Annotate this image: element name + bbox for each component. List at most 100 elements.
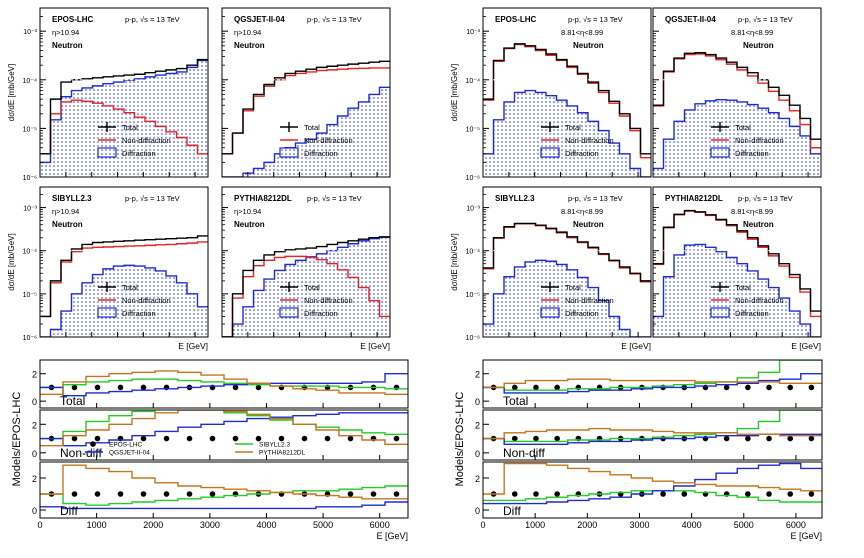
diffraction-fill xyxy=(222,87,390,177)
legend-diff-swatch xyxy=(279,147,299,158)
epos-ratio-point xyxy=(163,435,170,442)
panel-plot-area xyxy=(222,236,390,337)
spectrum-panel-1-2: 10⁻⁶ 10⁻⁵ 10⁻⁴ 10⁻³ SIBYLL2.3 p-p, √s = 13 Te… xyxy=(466,186,652,351)
eta-label: 8.81<η<8.99 xyxy=(561,207,603,216)
collision-label: p-p, √s = 13 TeV xyxy=(738,194,793,203)
model-label: EPOS-LHC xyxy=(52,15,94,24)
diffraction-line xyxy=(653,98,821,170)
nondiffraction-line xyxy=(40,99,208,155)
legend-total-label: Total xyxy=(735,283,751,292)
sibyll-ratio-line xyxy=(483,410,822,443)
epos-ratio-point xyxy=(255,435,262,442)
panel-frame xyxy=(482,186,652,338)
qgsjet-ratio-line xyxy=(483,373,822,394)
epos-ratio-point xyxy=(766,384,772,391)
ratio-x-tick-label: 1000 xyxy=(525,520,545,530)
epos-ratio-point xyxy=(255,384,262,391)
y-tick-label: 10⁻⁶ xyxy=(466,335,480,342)
ratio-y-tick-label: 0 xyxy=(32,397,37,407)
legend-model-label: EPOS-LHC xyxy=(109,442,143,449)
diffraction-line xyxy=(483,89,651,177)
legend-diff-swatch xyxy=(97,147,117,158)
ratio-x-tick-label: 0 xyxy=(480,520,485,530)
spectrum-panel-0-1: QGSJET-II-04 p-p, √s = 13 TeV η>10.94 Neutr… xyxy=(221,7,391,178)
epos-ratio-point xyxy=(533,435,539,442)
y-tick-label: 10⁻³ xyxy=(466,206,480,213)
epos-ratio-point xyxy=(787,491,794,497)
epos-ratio-point xyxy=(94,384,101,391)
panel-plot-area xyxy=(40,58,208,177)
pythia-ratio-line xyxy=(483,462,822,495)
ratio-y-tick-label: 2 xyxy=(32,420,37,430)
ratio-x-tick-label: 5000 xyxy=(313,520,333,530)
sibyll-ratio-line xyxy=(40,485,408,506)
particle-label: Neutron xyxy=(52,41,83,50)
y-tick-label: 10⁻⁵ xyxy=(23,126,37,133)
ratio-y-tick-label: 2 xyxy=(475,474,480,484)
x-axis-title: E [GeV] xyxy=(621,341,651,351)
ratio-y-tick-label: 0 xyxy=(32,506,37,516)
ratio-title: Non-diff xyxy=(60,446,102,460)
ratio-title: Total xyxy=(60,394,85,408)
ratio-plot-area xyxy=(40,464,408,510)
collision-label: p-p, √s = 13 TeV xyxy=(568,194,623,203)
epos-ratio-point xyxy=(554,491,560,497)
eta-label: 8.81<η<8.99 xyxy=(731,28,773,37)
legend: Total Non-diffraction Diffraction xyxy=(279,282,353,318)
legend-total-label: Total xyxy=(122,283,138,292)
spectrum-panel-1-1: QGSJET-II-04 p-p, √s = 13 TeV 8.81<η<8.99 N… xyxy=(652,7,822,178)
legend-total-label: Total xyxy=(122,123,138,132)
ratio-y-axis-title: Models/EPOS-LHC xyxy=(454,392,466,487)
epos-ratio-point xyxy=(71,491,78,497)
diffraction-fill xyxy=(653,244,821,337)
ratio-legend: EPOS-LHC SIBYLL2.3 QGSJET-II-04 PYTHIA8212D… xyxy=(85,441,306,457)
y-tick-label: 10⁻³ xyxy=(466,29,480,36)
spectrum-y-axis-title: dσ/dE [mb/GeV] xyxy=(450,64,459,121)
particle-label: Neutron xyxy=(234,220,265,229)
epos-ratio-point xyxy=(186,435,193,442)
y-tick-label: 10⁻⁶ xyxy=(466,175,480,182)
legend-nondiff-label: Non-diffraction xyxy=(565,296,614,305)
diffraction-fill xyxy=(40,60,208,177)
x-axis-title: E [GeV] xyxy=(360,341,390,351)
epos-ratio-point xyxy=(209,435,216,442)
epos-ratio-point xyxy=(324,435,331,442)
eta-label: η>10.94 xyxy=(234,28,261,37)
ratio-plot-area xyxy=(483,462,822,505)
total-line xyxy=(483,222,651,282)
panel-plot-area xyxy=(653,209,821,337)
ratio-plot-area xyxy=(483,410,822,445)
legend-diff-label: Diffraction xyxy=(565,149,599,158)
epos-ratio-point xyxy=(301,435,308,442)
spectrum-panel-1-3: PYTHIA8212DL p-p, √s = 13 TeV 8.81<η<8.99 N… xyxy=(652,186,822,351)
qgsjet-ratio-line xyxy=(40,501,408,510)
epos-ratio-point xyxy=(766,435,772,442)
ratio-x-tick-label: 6000 xyxy=(786,520,806,530)
eta-label: η>10.94 xyxy=(234,207,261,216)
ratio-frame xyxy=(482,409,823,461)
y-tick-label: 10⁻⁶ xyxy=(23,335,37,342)
y-tick-label: 10⁻³ xyxy=(23,206,37,213)
panel-frame xyxy=(221,186,391,338)
diffraction-line xyxy=(653,243,821,337)
legend: Total Non-diffraction Diffraction xyxy=(97,122,171,158)
ratio-panel-1-2: 0 2 0 1000 2000 3000 4000 5000 6000 Diff E [GeV] xyxy=(475,461,823,541)
legend-nondiff-label: Non-diffraction xyxy=(304,136,353,145)
ratio-y-tick-label: 2 xyxy=(32,370,37,380)
legend-total-label: Total xyxy=(304,283,320,292)
epos-ratio-point xyxy=(117,491,124,497)
legend-diff-label: Diffraction xyxy=(122,149,156,158)
ratio-y-tick-label: 2 xyxy=(475,370,480,380)
pythia-ratio-line xyxy=(40,370,408,395)
ratio-frame xyxy=(482,359,823,409)
ratio-x-tick-label: 3000 xyxy=(629,520,649,530)
legend-model-label: QGSJET-II-04 xyxy=(109,450,150,457)
epos-ratio-point xyxy=(71,435,78,442)
ratio-x-tick-label: 2000 xyxy=(143,520,163,530)
legend-diff-label: Diffraction xyxy=(565,309,599,318)
panel-plot-area xyxy=(222,60,390,177)
y-tick-label: 10⁻³ xyxy=(23,29,37,36)
epos-ratio-point xyxy=(681,491,688,497)
y-tick-label: 10⁻⁵ xyxy=(466,292,480,299)
y-tick-label: 10⁻⁴ xyxy=(23,249,38,256)
